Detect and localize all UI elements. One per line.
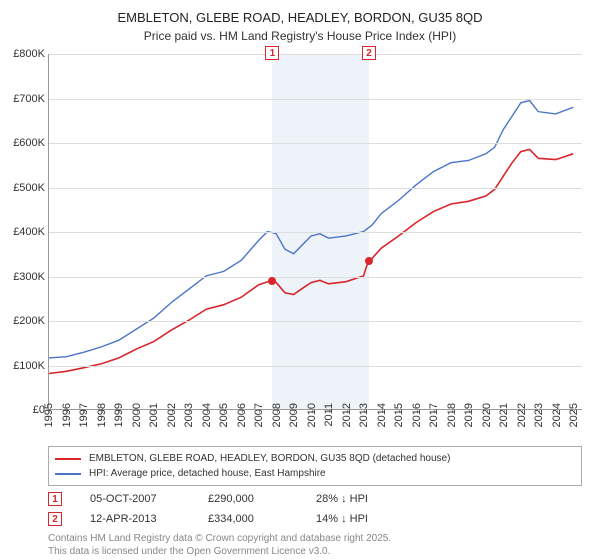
sale-row: 1 05-OCT-2007 £290,000 28% ↓ HPI	[48, 492, 582, 506]
x-axis-label: 1997	[78, 403, 90, 427]
x-axis-label: 2007	[253, 403, 265, 427]
license-line: Contains HM Land Registry data © Crown c…	[48, 532, 582, 545]
sale-marker-icon: 1	[48, 492, 62, 506]
gridline	[49, 99, 582, 100]
y-axis-label: £700K	[5, 93, 45, 105]
x-axis-label: 2023	[533, 403, 545, 427]
chart-marker-dot	[365, 257, 373, 265]
x-axis-label: 2000	[131, 403, 143, 427]
x-axis-label: 2012	[341, 403, 353, 427]
x-axis-label: 2016	[411, 403, 423, 427]
gridline	[49, 54, 582, 55]
x-axis-label: 2014	[376, 403, 388, 427]
legend-entry: HPI: Average price, detached house, East…	[55, 466, 575, 481]
x-axis-label: 1998	[96, 403, 108, 427]
gridline	[49, 143, 582, 144]
y-axis-label: £800K	[5, 48, 45, 60]
sale-price: £334,000	[208, 513, 288, 525]
sale-diff: 14% ↓ HPI	[316, 513, 368, 525]
gridline	[49, 277, 582, 278]
sale-row: 2 12-APR-2013 £334,000 14% ↓ HPI	[48, 512, 582, 526]
gridline	[49, 232, 582, 233]
chart-marker-box: 1	[265, 46, 279, 60]
x-axis-label: 1996	[61, 403, 73, 427]
sale-date: 12-APR-2013	[90, 513, 180, 525]
sale-marker-icon: 2	[48, 512, 62, 526]
license-text: Contains HM Land Registry data © Crown c…	[48, 532, 582, 558]
x-axis-label: 2006	[236, 403, 248, 427]
legend-area: EMBLETON, GLEBE ROAD, HEADLEY, BORDON, G…	[48, 446, 582, 558]
gridline	[49, 321, 582, 322]
gridline	[49, 188, 582, 189]
x-axis-label: 2019	[463, 403, 475, 427]
x-axis-label: 2004	[201, 403, 213, 427]
series-line-property	[49, 149, 573, 373]
chart-marker-box: 2	[362, 46, 376, 60]
sale-date: 05-OCT-2007	[90, 493, 180, 505]
series-line-hpi	[49, 101, 573, 358]
legend-swatch	[55, 458, 81, 460]
page-title: EMBLETON, GLEBE ROAD, HEADLEY, BORDON, G…	[0, 0, 600, 25]
x-axis-label: 2021	[498, 403, 510, 427]
x-axis-label: 2011	[323, 403, 335, 427]
y-axis-label: £300K	[5, 271, 45, 283]
legend-box: EMBLETON, GLEBE ROAD, HEADLEY, BORDON, G…	[48, 446, 582, 486]
chart: £0£100K£200K£300K£400K£500K£600K£700K£80…	[48, 54, 582, 410]
x-axis-label: 2018	[446, 403, 458, 427]
x-axis-label: 2009	[288, 403, 300, 427]
y-axis-label: £200K	[5, 315, 45, 327]
y-axis-label: £100K	[5, 360, 45, 372]
y-axis-label: £400K	[5, 226, 45, 238]
x-axis-label: 2017	[428, 403, 440, 427]
legend-label: EMBLETON, GLEBE ROAD, HEADLEY, BORDON, G…	[89, 451, 450, 466]
legend-entry: EMBLETON, GLEBE ROAD, HEADLEY, BORDON, G…	[55, 451, 575, 466]
legend-swatch	[55, 473, 81, 475]
x-axis-label: 2013	[358, 403, 370, 427]
x-axis-label: 1999	[113, 403, 125, 427]
chart-subtitle: Price paid vs. HM Land Registry's House …	[0, 25, 600, 49]
chart-marker-dot	[268, 277, 276, 285]
gridline	[49, 366, 582, 367]
sale-diff: 28% ↓ HPI	[316, 493, 368, 505]
x-axis-label: 2024	[551, 403, 563, 427]
y-axis-label: £500K	[5, 182, 45, 194]
x-axis-label: 2005	[218, 403, 230, 427]
x-axis-label: 2020	[481, 403, 493, 427]
y-axis-label: £600K	[5, 137, 45, 149]
y-axis-label: £0	[5, 404, 45, 416]
x-axis-label: 2025	[568, 403, 580, 427]
x-axis-label: 1995	[43, 403, 55, 427]
x-axis-label: 2001	[148, 403, 160, 427]
license-line: This data is licensed under the Open Gov…	[48, 545, 582, 558]
x-axis-label: 2010	[306, 403, 318, 427]
x-axis-label: 2008	[271, 403, 283, 427]
x-axis-label: 2002	[166, 403, 178, 427]
x-axis-label: 2015	[393, 403, 405, 427]
x-axis-label: 2003	[183, 403, 195, 427]
x-axis-label: 2022	[516, 403, 528, 427]
sale-price: £290,000	[208, 493, 288, 505]
legend-label: HPI: Average price, detached house, East…	[89, 466, 326, 481]
